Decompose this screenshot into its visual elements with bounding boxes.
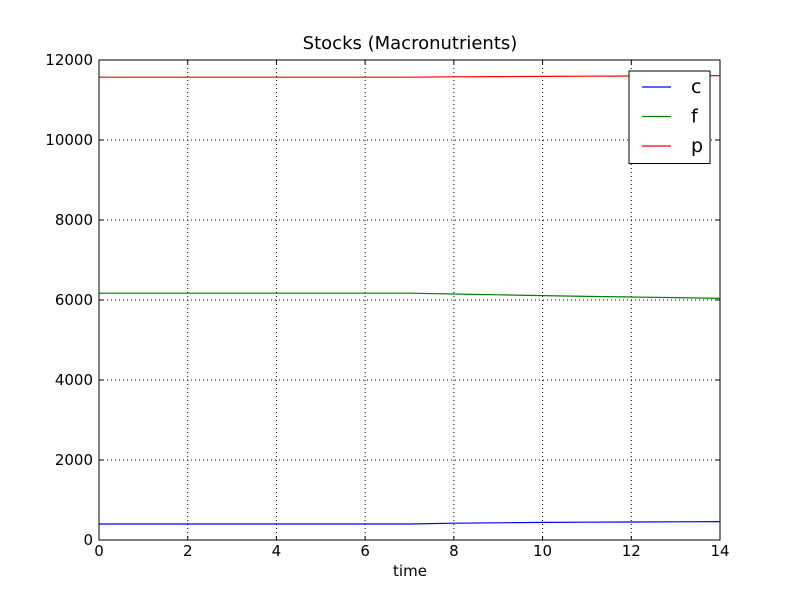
y-tick-label: 8000 — [55, 211, 93, 229]
x-tick-label: 8 — [449, 542, 459, 560]
axis-ticks: 0 2 4 6 8 10 12 14 0 2000 4000 6000 8000 10000 12000 — [45, 51, 729, 560]
x-tick-label: 10 — [533, 542, 552, 560]
x-axis-label: time — [393, 562, 427, 580]
y-tick-label: 6000 — [55, 291, 93, 309]
y-tick-label: 4000 — [55, 371, 93, 389]
x-tick-label: 2 — [183, 542, 193, 560]
x-tick-label: 14 — [710, 542, 729, 560]
x-tick-label: 4 — [272, 542, 282, 560]
x-tick-label: 6 — [360, 542, 370, 560]
legend: cfp — [628, 70, 711, 164]
series-line-f — [99, 292, 721, 299]
legend-label-p: p — [691, 135, 703, 157]
plot-frame — [98, 59, 721, 541]
y-tick-label: 0 — [83, 531, 93, 549]
legend-label-c: c — [691, 76, 701, 98]
x-tick-label: 12 — [622, 542, 641, 560]
y-tick-label: 10000 — [45, 131, 93, 149]
y-tick-label: 12000 — [45, 51, 93, 69]
gridlines — [99, 60, 720, 540]
series-lines — [99, 75, 721, 525]
series-line-c — [99, 520, 721, 525]
y-tick-label: 2000 — [55, 451, 93, 469]
x-tick-label: 0 — [94, 542, 104, 560]
series-line-p — [99, 75, 721, 78]
legend-label-f: f — [691, 106, 699, 128]
chart-title: Stocks (Macronutrients) — [303, 33, 518, 54]
